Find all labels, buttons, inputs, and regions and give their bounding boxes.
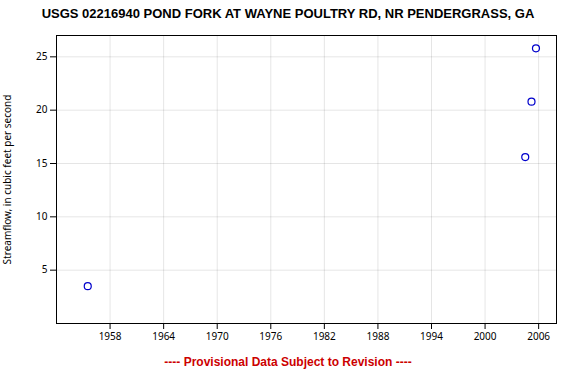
svg-text:1958: 1958 (99, 329, 122, 343)
svg-text:15: 15 (36, 156, 48, 170)
svg-text:25: 25 (36, 49, 48, 63)
svg-text:1964: 1964 (152, 329, 175, 343)
svg-text:1976: 1976 (259, 329, 282, 343)
svg-text:1994: 1994 (420, 329, 443, 343)
svg-text:1988: 1988 (366, 329, 389, 343)
svg-text:1982: 1982 (313, 329, 336, 343)
svg-text:1970: 1970 (206, 329, 229, 343)
svg-text:10: 10 (36, 209, 48, 223)
svg-text:2000: 2000 (474, 329, 497, 343)
svg-text:Streamflow, in cubic feet per: Streamflow, in cubic feet per second (0, 95, 14, 265)
svg-text:2006: 2006 (527, 329, 550, 343)
svg-text:5: 5 (42, 262, 48, 276)
html-text:---- Provisional Data Subject: ---- Provisional Data Subject to Revisio… (164, 355, 412, 369)
html-text:USGS 02216940 POND FORK AT WAY: USGS 02216940 POND FORK AT WAYNE POULTRY… (41, 6, 535, 21)
svg-text:20: 20 (36, 102, 48, 116)
